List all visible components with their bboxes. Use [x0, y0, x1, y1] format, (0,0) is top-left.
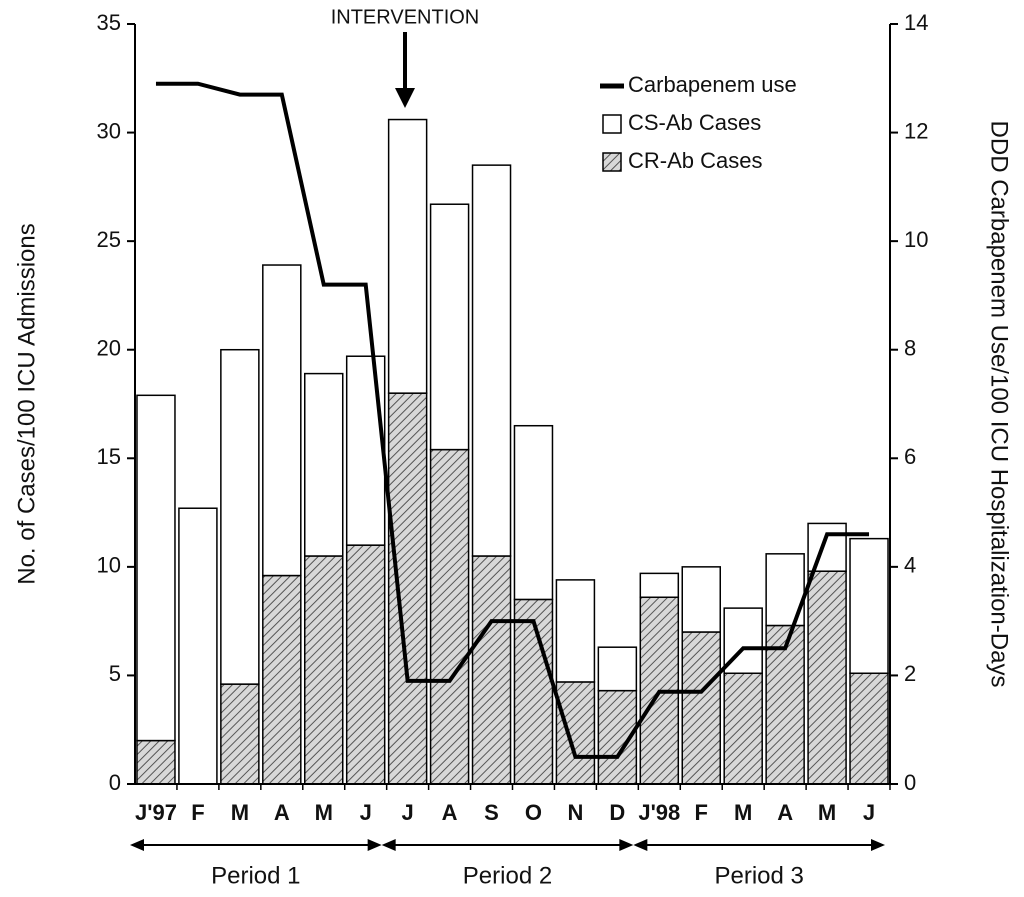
- x-tick-label: M: [818, 800, 836, 825]
- legend-label: CR-Ab Cases: [628, 148, 762, 173]
- x-tick-label: S: [484, 800, 499, 825]
- bar-segment: [220, 683, 260, 785]
- bar-segment: [136, 739, 176, 785]
- bar-segment: [136, 394, 176, 742]
- period-arrowhead: [619, 839, 634, 851]
- y2-tick-label: 8: [904, 336, 916, 361]
- y-tick-label: 10: [97, 553, 121, 578]
- y2-tick-label: 14: [904, 10, 928, 35]
- x-tick-label: A: [274, 800, 290, 825]
- y2-tick-label: 12: [904, 118, 928, 143]
- x-tick-label: M: [734, 800, 752, 825]
- y2-tick-label: 2: [904, 661, 916, 686]
- bar-segment: [345, 355, 386, 546]
- legend-label: CS-Ab Cases: [628, 110, 761, 135]
- bar-segment: [304, 555, 344, 785]
- bar-segment: [262, 264, 302, 577]
- bar-segment: [681, 566, 721, 633]
- y2-tick-label: 6: [904, 444, 916, 469]
- period-arrowhead: [871, 839, 885, 851]
- x-tick-label: J'97: [135, 800, 177, 825]
- period-arrowhead: [381, 839, 396, 851]
- x-tick-label: F: [695, 800, 708, 825]
- x-tick-label: F: [191, 800, 204, 825]
- bar-segment: [555, 579, 596, 683]
- x-tick-label: J: [863, 800, 875, 825]
- y-tick-label: 20: [97, 336, 121, 361]
- period-label: Period 2: [463, 862, 552, 889]
- period-arrowhead: [633, 839, 648, 851]
- x-tick-label: M: [315, 800, 333, 825]
- bar-segment: [387, 392, 428, 785]
- x-tick-label: J: [360, 800, 372, 825]
- y2-axis-title: DDD Carbapenem Use/100 ICU Hospitalizati…: [986, 121, 1013, 688]
- bar-segment: [429, 203, 470, 451]
- bar-segment: [555, 681, 596, 785]
- bar-segment: [639, 572, 680, 599]
- bar-segment: [513, 424, 554, 601]
- bar-segment: [765, 624, 805, 785]
- bar-segment: [681, 631, 721, 785]
- bar-segment: [345, 544, 386, 785]
- legend-swatch: [602, 114, 622, 134]
- bar-segment: [723, 672, 763, 785]
- bar-segment: [220, 348, 260, 685]
- legend-label: Carbapenem use: [628, 72, 797, 97]
- y2-tick-label: 10: [904, 227, 928, 252]
- period-arrowhead: [130, 839, 144, 851]
- annotation-arrow: [395, 32, 415, 108]
- bar-segment: [807, 570, 847, 785]
- y-tick-label: 35: [97, 10, 121, 35]
- y2-tick-label: 0: [904, 770, 916, 795]
- x-tick-label: M: [231, 800, 249, 825]
- y-tick-label: 15: [97, 444, 121, 469]
- y-tick-label: 5: [109, 661, 121, 686]
- bar-segment: [807, 522, 847, 572]
- line-series: [155, 81, 870, 759]
- x-tick-label: A: [777, 800, 793, 825]
- period-label: Period 1: [211, 862, 300, 889]
- bar-segment: [178, 507, 218, 785]
- bar-segment: [849, 537, 889, 675]
- y-axis-title: No. of Cases/100 ICU Admissions: [13, 223, 40, 585]
- bar-segment: [597, 646, 638, 692]
- x-tick-label: A: [442, 800, 458, 825]
- bar-segment: [471, 555, 512, 785]
- x-tick-label: N: [567, 800, 583, 825]
- x-tick-label: J'98: [638, 800, 680, 825]
- annotation: INTERVENTION: [331, 6, 480, 28]
- bar-segment: [849, 672, 889, 785]
- x-tick-label: J: [402, 800, 414, 825]
- bar-segment: [387, 118, 428, 394]
- x-tick-label: D: [609, 800, 625, 825]
- y-tick-label: 30: [97, 118, 121, 143]
- y-tick-label: 0: [109, 770, 121, 795]
- bar-segment: [262, 574, 302, 785]
- legend-swatch: [602, 152, 622, 172]
- x-tick-label: O: [525, 800, 542, 825]
- period-label: Period 3: [714, 862, 803, 889]
- bar-segment: [429, 448, 470, 785]
- y-tick-label: 25: [97, 227, 121, 252]
- period-arrowhead: [367, 839, 382, 851]
- bar-segment: [304, 372, 344, 557]
- bar-segment: [471, 164, 512, 557]
- y2-tick-label: 4: [904, 553, 916, 578]
